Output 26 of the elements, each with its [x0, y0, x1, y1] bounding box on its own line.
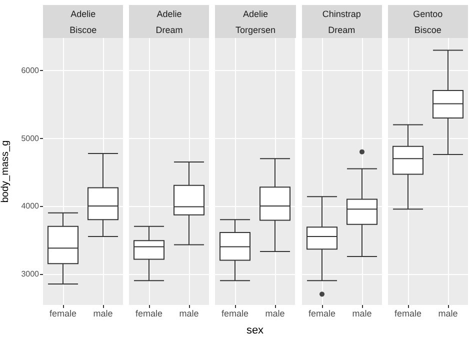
y-tick-label: 6000 [21, 66, 40, 76]
chart-subtitle: Biscoe [413, 24, 442, 37]
chart-title: Adelie [156, 8, 183, 21]
y-tick-label: 4000 [21, 202, 40, 211]
x-tick-label: male [179, 308, 199, 318]
x-tick-label: male [438, 308, 458, 318]
chart-subtitle: Torgersen [234, 24, 276, 37]
x-tick-label: male [352, 308, 372, 318]
chart-title: Adelie [242, 8, 269, 21]
x-tick-label: female [308, 308, 336, 318]
y-tick-label: 5000 [21, 134, 40, 143]
x-tick-label: male [266, 308, 286, 318]
x-tick-label: male [93, 308, 113, 318]
x-tick-label: female [49, 308, 77, 318]
chart-title: Gentoo [412, 8, 444, 21]
chart-subtitle: Dream [327, 24, 356, 37]
x-tick-label: female [394, 308, 422, 318]
chart-subtitle: Biscoe [68, 24, 98, 37]
chart-title: Chinstrap [321, 8, 362, 21]
x-tick-label: female [222, 308, 249, 318]
chart-title: Adelie [70, 8, 97, 21]
x-axis-title: sex [246, 324, 264, 336]
chart-subtitle: Dream [154, 24, 184, 37]
y-axis-title: body_mass_g [0, 140, 11, 203]
x-tick-label: female [136, 308, 163, 318]
y-tick-label: 3000 [21, 269, 40, 278]
